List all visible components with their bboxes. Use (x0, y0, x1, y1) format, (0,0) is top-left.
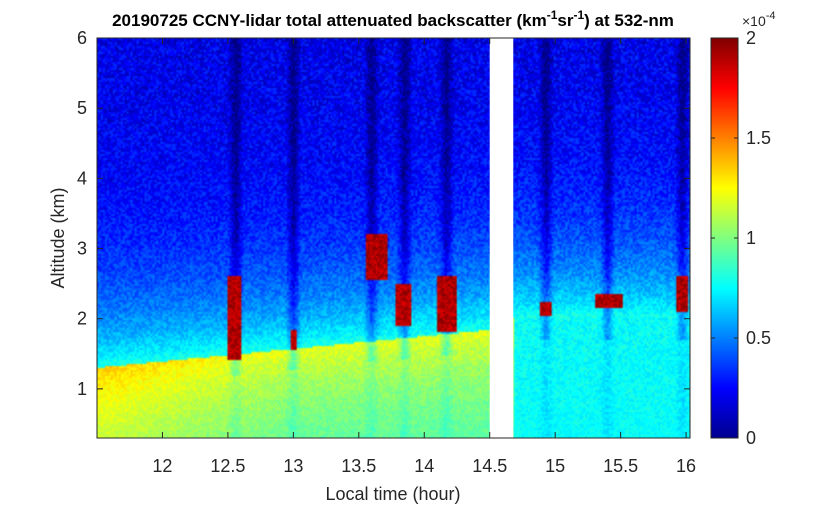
y-tick-label: 3 (77, 239, 87, 259)
colorbar-tick-label: 0.5 (746, 328, 771, 348)
x-tick-label: 14.5 (472, 456, 507, 476)
title-prefix: 20190725 CCNY-lidar total attenuated bac… (112, 11, 547, 30)
colorbar (711, 38, 738, 438)
colorbar-exponent: ×10-4 (742, 10, 776, 29)
x-tick-label: 13 (283, 456, 303, 476)
x-axis-label: Local time (hour) (325, 484, 460, 504)
x-axis: 12 12.5 13 13.5 14 14.5 15 15.5 16 (152, 38, 696, 476)
colorbar-exponent-base: ×10 (742, 13, 766, 29)
data-gap (489, 38, 514, 438)
chart-title: 20190725 CCNY-lidar total attenuated bac… (112, 8, 674, 30)
y-axis: 1 2 3 4 5 6 (77, 28, 690, 399)
title-mid: sr (557, 11, 573, 30)
y-tick-label: 1 (77, 379, 87, 399)
x-tick-label: 12 (152, 456, 172, 476)
x-tick-label: 14 (414, 456, 434, 476)
title-sup-1: -1 (547, 8, 558, 22)
title-sup-2: -1 (573, 8, 584, 22)
y-tick-label: 5 (77, 98, 87, 118)
x-tick-label: 12.5 (210, 456, 245, 476)
y-axis-label: Altitude (km) (48, 187, 68, 288)
backscatter-heatmap (97, 38, 690, 438)
colorbar-exponent-power: -4 (766, 10, 776, 22)
x-tick-label: 16 (676, 456, 696, 476)
title-suffix: ) at 532-nm (584, 11, 674, 30)
x-tick-label: 15 (545, 456, 565, 476)
x-tick-label: 15.5 (603, 456, 638, 476)
y-tick-label: 6 (77, 28, 87, 48)
y-tick-label: 4 (77, 168, 87, 188)
x-tick-label: 13.5 (341, 456, 376, 476)
y-tick-label: 2 (77, 309, 87, 329)
plot-frame (96, 37, 691, 439)
colorbar-tick-label: 1 (746, 228, 756, 248)
colorbar-axis: 0 0.5 1 1.5 2 (711, 28, 771, 448)
heatmap-area (97, 38, 690, 438)
colorbar-tick-label: 1.5 (746, 128, 771, 148)
colorbar-tick-label: 0 (746, 428, 756, 448)
colorbar-tick-label: 2 (746, 28, 756, 48)
